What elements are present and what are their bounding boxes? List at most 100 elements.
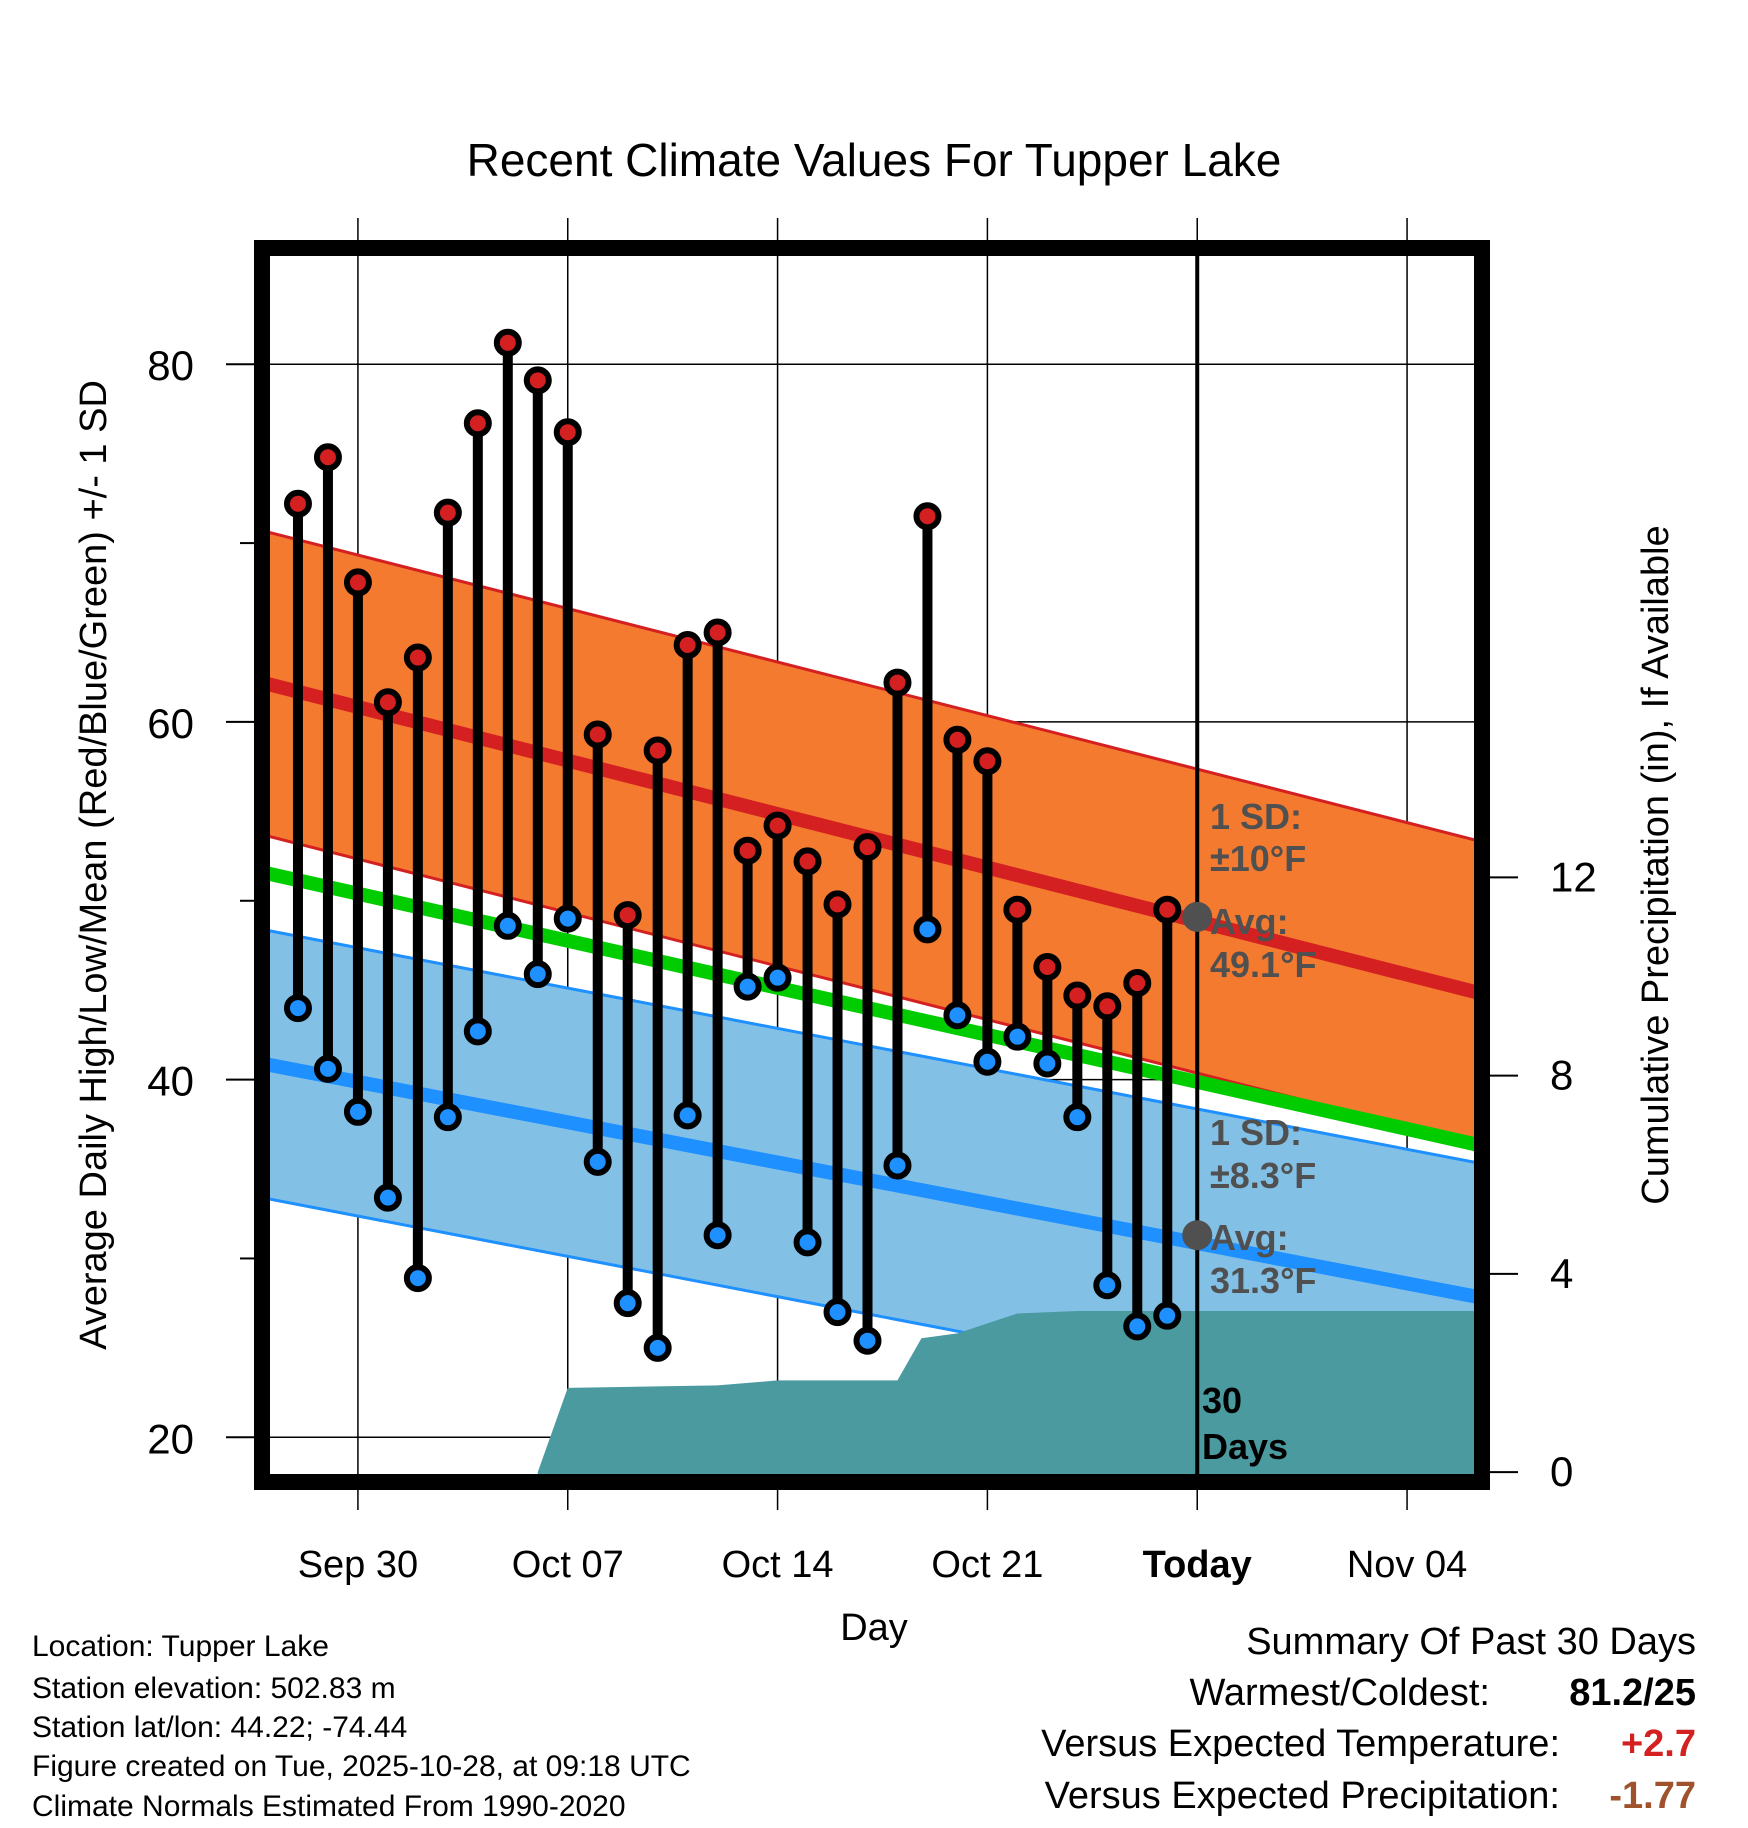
y2-axis-label: Cumulative Precipitation (in), If Availa… [1635,525,1677,1204]
daily-high-point [343,568,372,597]
info-location: Location: Tupper Lake [32,1630,329,1663]
daily-high-point [613,901,642,930]
daily-high-point [313,443,342,472]
summary-temp-value: +2.7 [1620,1723,1696,1765]
daily-low-point [1003,1022,1032,1051]
daily-range-bars [283,328,1182,1362]
y2-tick-label: 0 [1550,1448,1573,1495]
daily-low-point [913,915,942,944]
daily-low-point [463,1017,492,1046]
summary-warm-value: 81.2/25 [1569,1672,1696,1714]
high-avg-label: Avg: [1210,901,1289,942]
high-avg-marker [1182,901,1213,932]
high-sd-label: 1 SD: [1210,796,1302,837]
x-tick-label: Nov 04 [1347,1544,1467,1586]
daily-low-point [643,1333,672,1362]
daily-high-point [733,836,762,865]
daily-high-point [673,631,702,660]
x-tick-label: Oct 21 [931,1544,1043,1586]
daily-high-point [1153,895,1182,924]
high-avg-value: 49.1°F [1210,944,1316,985]
x-tick-label: Oct 14 [722,1544,834,1586]
daily-low-point [553,904,582,933]
daily-low-point [433,1103,462,1132]
daily-low-point [973,1047,1002,1076]
low-avg-label: Avg: [1210,1217,1289,1258]
daily-low-point [1153,1301,1182,1330]
daily-high-point [433,498,462,527]
daily-high-point [493,328,522,357]
daily-low-point [1063,1103,1092,1132]
high-sd-value: ±10°F [1210,838,1306,879]
plot-frame [254,240,1490,1490]
daily-high-point [823,890,852,919]
daily-high-point [1123,969,1152,998]
axes: Sep 30 Oct 07 Oct 14 Oct 21 Today Nov 0420406… [73,342,1677,1649]
daily-high-point [283,489,312,518]
summary-title: Summary Of Past 30 Days [1246,1621,1696,1663]
x-tick-label: Sep 30 [298,1544,418,1586]
daily-low-point [403,1264,432,1293]
daily-high-point [553,418,582,447]
low-avg-marker [1182,1220,1213,1251]
daily-low-point [883,1151,912,1180]
daily-high-point [643,736,672,765]
low-sd-label: 1 SD: [1210,1112,1302,1153]
days-count-label: 30 [1202,1380,1242,1421]
x-axis-label: Day [840,1607,908,1649]
x-tick-label: Oct 07 [512,1544,624,1586]
precipitation-area [537,1311,1482,1482]
y2-tick-label: 4 [1550,1250,1573,1297]
y-tick-label: 80 [147,342,194,389]
daily-low-point [583,1147,612,1176]
daily-low-point [703,1221,732,1250]
daily-low-point [943,1001,972,1030]
daily-high-point [1003,895,1032,924]
daily-high-point [883,668,912,697]
daily-low-point [343,1097,372,1126]
daily-low-point [613,1289,642,1318]
daily-high-point [463,409,492,438]
daily-low-point [853,1326,882,1355]
daily-high-point [703,618,732,647]
info-elevation: Station elevation: 502.83 m [32,1672,396,1705]
y-axis-label: Average Daily High/Low/Mean (Red/Blue/Gr… [73,380,115,1350]
daily-high-point [583,720,612,749]
daily-high-point [1063,981,1092,1010]
y2-tick-label: 8 [1550,1052,1573,1099]
info-created: Figure created on Tue, 2025-10-28, at 09… [32,1750,691,1783]
info-normals: Climate Normals Estimated From 1990-2020 [32,1790,626,1823]
chart-title: Recent Climate Values For Tupper Lake [467,134,1282,186]
y2-tick-label: 12 [1550,853,1597,900]
low-avg-value: 31.3°F [1210,1260,1316,1301]
daily-low-point [793,1228,822,1257]
summary-temp-label: Versus Expected Temperature: [1041,1723,1560,1765]
daily-low-point [373,1183,402,1212]
daily-low-point [823,1298,852,1327]
daily-high-point [913,502,942,531]
daily-high-point [1033,952,1062,981]
daily-low-point [763,963,792,992]
daily-low-point [523,960,552,989]
daily-low-point [1033,1049,1062,1078]
x-tick-label: Today [1143,1544,1252,1586]
y-tick-label: 40 [147,1058,194,1105]
summary-precip-value: -1.77 [1609,1775,1696,1817]
summary-warm-label: Warmest/Coldest: [1189,1672,1490,1714]
daily-high-point [793,847,822,876]
cumulative-precip-area [537,1311,1482,1482]
daily-high-point [403,643,432,672]
daily-low-point [493,911,522,940]
daily-high-point [373,688,402,717]
daily-high-point [973,747,1002,776]
days-word-label: Days [1202,1426,1288,1467]
daily-high-point [1093,992,1122,1021]
daily-low-point [673,1101,702,1130]
daily-low-point [1093,1271,1122,1300]
daily-low-point [313,1054,342,1083]
daily-high-point [853,833,882,862]
summary-precip-label: Versus Expected Precipitation: [1044,1775,1560,1817]
y-tick-label: 20 [147,1415,194,1462]
